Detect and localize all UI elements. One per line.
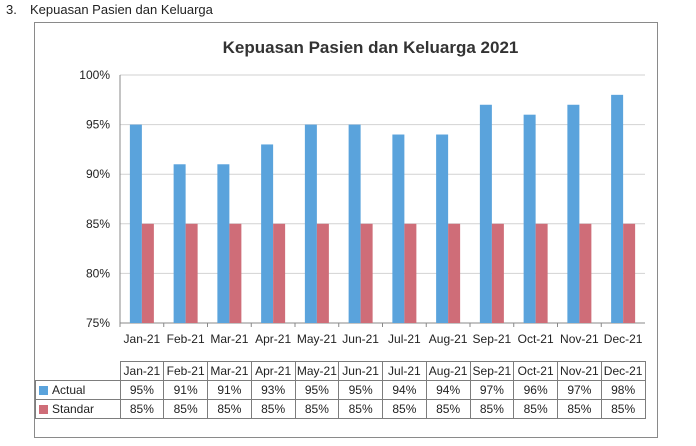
table-cell: 85%: [338, 399, 383, 419]
y-tick-label: 100%: [79, 68, 110, 82]
table-header-row: Jan-21 Feb-21 Mar-21 Apr-21 May-21 Jun-21 Jul-…: [36, 361, 646, 381]
chart-container: Kepuasan Pasien dan Keluarga 2021 75% 80% 8…: [34, 22, 658, 438]
bar-standar: [623, 223, 636, 323]
table-cell: 85%: [119, 399, 165, 419]
table-cell: 85%: [250, 399, 296, 419]
bar-actual: [392, 134, 405, 323]
bar-actual: [129, 124, 142, 323]
x-tick-label: Sep-21: [473, 332, 512, 346]
table-header-cell: Nov-21: [557, 361, 602, 381]
table-header-cell: May-21: [294, 361, 340, 381]
table-header-cell: Feb-21: [163, 361, 208, 381]
table-header-cell: Oct-21: [513, 361, 558, 381]
table-cell: 94%: [382, 380, 427, 400]
table-cell: 97%: [469, 380, 515, 400]
x-tick-label: Dec-21: [604, 332, 643, 346]
table-cell: 94%: [425, 380, 471, 400]
table-cell: 95%: [338, 380, 383, 400]
bar-actual: [173, 164, 186, 323]
x-tick-label: Jan-21: [124, 332, 161, 346]
table-cell: 85%: [469, 399, 515, 419]
table-cell: 93%: [250, 380, 296, 400]
table-header-cell: Apr-21: [250, 361, 296, 381]
y-tick-label: 80%: [86, 266, 110, 280]
table-cell: 85%: [294, 399, 340, 419]
x-tick-label: Feb-21: [167, 332, 205, 346]
table-cell: 85%: [600, 399, 646, 419]
table-cell: 85%: [513, 399, 558, 419]
table-cell: 85%: [207, 399, 252, 419]
bar-actual: [348, 124, 361, 323]
table-header-cell: Dec-21: [600, 361, 646, 381]
table-header-cell: Jan-21: [119, 361, 165, 381]
x-tick-label: Jul-21: [388, 332, 421, 346]
legend-entry-standar: Standar: [35, 399, 121, 419]
table-cell: 85%: [557, 399, 602, 419]
bar-standar: [229, 223, 242, 323]
x-tick-label: Mar-21: [210, 332, 248, 346]
x-tick-label: Aug-21: [429, 332, 468, 346]
table-cell: 95%: [294, 380, 340, 400]
table-cell: 97%: [557, 380, 602, 400]
table-cell: 85%: [382, 399, 427, 419]
table-cell: 91%: [163, 380, 208, 400]
bar-standar: [535, 223, 548, 323]
legend-label: Standar: [52, 402, 95, 416]
legend-entry-actual: Actual: [35, 380, 121, 400]
table-header-cell: Sep-21: [469, 361, 515, 381]
x-tick-label: Apr-21: [255, 332, 291, 346]
bar-standar: [316, 223, 329, 323]
legend-label: Actual: [52, 383, 86, 397]
table-cell: 95%: [119, 380, 165, 400]
table-header-cell: Mar-21: [207, 361, 252, 381]
chart-svg: Kepuasan Pasien dan Keluarga 2021 75% 80% 8…: [79, 38, 645, 346]
bar-standar: [360, 223, 373, 323]
bar-actual: [479, 104, 492, 323]
bar-standar: [185, 223, 198, 323]
legend-swatch: [39, 386, 48, 396]
x-tick-label: Nov-21: [560, 332, 599, 346]
bar-actual: [436, 134, 449, 323]
x-tick-label: Jun-21: [342, 332, 379, 346]
y-tick-label: 85%: [86, 217, 110, 231]
bar-actual: [523, 114, 536, 324]
table-cell: 85%: [163, 399, 208, 419]
table-cell: 98%: [600, 380, 646, 400]
table-cell: 91%: [207, 380, 252, 400]
bar-standar: [579, 223, 592, 323]
table-header-cell: Jun-21: [338, 361, 383, 381]
table-row-standar: Standar 85% 85% 85% 85% 85% 85% 85% 85% 85% 85% 85%…: [35, 399, 646, 419]
bar-actual: [261, 144, 274, 323]
table-cell: 96%: [513, 380, 558, 400]
table-header-cell: Aug-21: [425, 361, 471, 381]
bar-actual: [567, 104, 580, 323]
bar-actual: [217, 164, 230, 323]
bar-standar: [273, 223, 286, 323]
bar-standar: [141, 223, 154, 323]
data-table: Jan-21 Feb-21 Mar-21 Apr-21 May-21 Jun-21 Jul-…: [35, 361, 646, 419]
y-tick-label: 75%: [86, 316, 110, 330]
section-heading: 3. Kepuasan Pasien dan Keluarga: [6, 2, 213, 17]
legend-swatch: [39, 405, 48, 415]
table-corner: [36, 362, 121, 381]
section-number: 3.: [6, 2, 17, 17]
table-row-actual: Actual 95% 91% 91% 93% 95% 95% 94% 94% 97% 96% 97% 9…: [35, 380, 646, 400]
bar-standar: [491, 223, 504, 323]
chart-title: Kepuasan Pasien dan Keluarga 2021: [223, 38, 519, 57]
bar-standar: [404, 223, 417, 323]
bar-actual: [611, 94, 624, 323]
y-tick-label: 90%: [86, 167, 110, 181]
table-header-cell: Jul-21: [382, 361, 427, 381]
x-tick-label: Oct-21: [518, 332, 554, 346]
table-cell: 85%: [425, 399, 471, 419]
bar-actual: [304, 124, 317, 323]
bar-standar: [448, 223, 461, 323]
y-tick-label: 95%: [86, 118, 110, 132]
section-title: Kepuasan Pasien dan Keluarga: [30, 2, 213, 17]
x-tick-label: May-21: [297, 332, 337, 346]
